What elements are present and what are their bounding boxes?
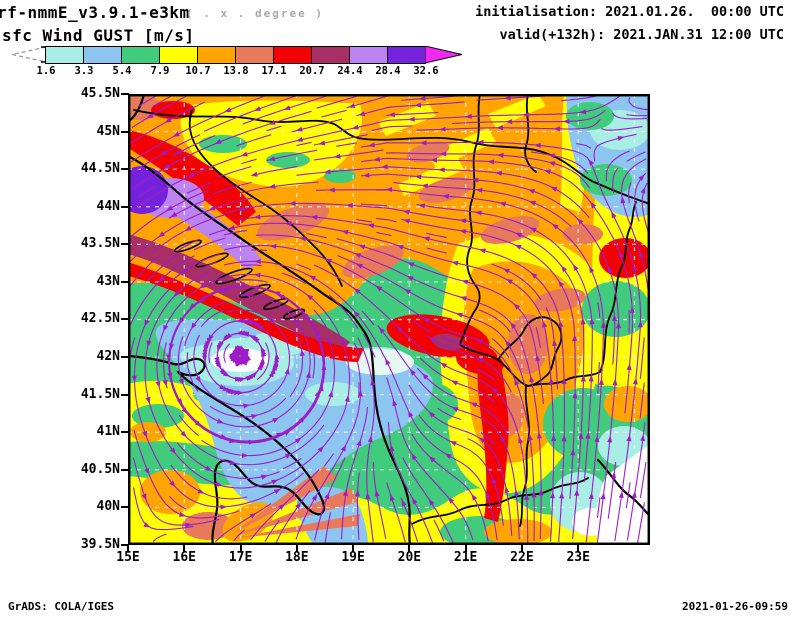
lat-tick-label: 44N [96, 198, 120, 214]
lat-tick-mark [121, 280, 129, 283]
lat-tick-mark [121, 468, 129, 471]
grid-resolution-note: ( . x . degree ) [186, 7, 324, 20]
lat-tick-label: 40.5N [80, 461, 120, 477]
legend-tick-label: 20.7 [299, 65, 325, 77]
lon-tick-label: 20E [397, 550, 422, 565]
lon-tick-mark [239, 545, 242, 552]
legend-tick-label: 3.3 [74, 65, 94, 77]
lon-tick-label: 21E [453, 550, 478, 565]
lat-tick-label: 42N [96, 349, 120, 365]
lat-tick-label: 44.5N [80, 161, 120, 177]
underflow-arrow-icon [11, 46, 48, 63]
lat-tick-mark [121, 393, 129, 396]
legend-color-box [197, 46, 236, 64]
lon-tick-mark [183, 545, 186, 552]
creation-timestamp: 2021-01-26-09:59 [682, 600, 788, 613]
legend-color-box [311, 46, 350, 64]
lat-tick-label: 42.5N [80, 311, 120, 327]
lat-tick-mark [121, 205, 129, 208]
lat-tick-label: 43.5N [80, 236, 120, 252]
legend-color-box [235, 46, 274, 64]
lon-tick-mark [408, 545, 411, 552]
lat-tick-label: 43N [96, 273, 120, 289]
lon-tick-label: 16E [172, 550, 196, 565]
lat-tick-label: 41N [96, 424, 120, 440]
valid-time: valid(+132h): 2021.JAN.31 12:00 UTC [499, 27, 784, 43]
legend-tick-label: 17.1 [261, 65, 287, 77]
lon-tick-mark [464, 545, 467, 552]
lon-tick-label: 17E [228, 550, 253, 565]
lat-tick-mark [121, 93, 129, 95]
lon-tick-label: 22E [510, 550, 534, 565]
lat-tick-label: 39.5N [80, 536, 120, 552]
legend-color-box [349, 46, 388, 64]
legend-tick-label: 28.4 [375, 65, 401, 77]
map-frame [127, 93, 651, 546]
legend-tick-label: 7.9 [150, 65, 170, 77]
lat-tick-mark [121, 168, 129, 171]
legend-color-box [387, 46, 426, 64]
lat-tick-label: 45N [96, 123, 120, 139]
lon-tick-label: 15E [116, 550, 140, 565]
lon-tick-mark [127, 545, 129, 552]
legend-tick-label: 10.7 [185, 65, 211, 77]
lon-tick-label: 23E [566, 550, 590, 565]
legend-tick-label: 5.4 [112, 65, 132, 77]
color-legend: 1.6 3.3 5.4 7.9 10.7 13.8 17.1 20.7 24.4 28.4 32.6 [8, 45, 488, 79]
grads-credit: GrADS: COLA/IGES [8, 600, 114, 613]
legend-color-box [83, 46, 122, 64]
legend-color-box [45, 46, 84, 64]
lat-tick-mark [121, 506, 129, 509]
legend-tick-label: 32.6 [413, 65, 439, 77]
lon-tick-label: 19E [341, 550, 365, 565]
model-title: wrf-nmmE_v3.9.1-e3km [0, 3, 190, 22]
lon-tick-mark [520, 545, 523, 552]
lat-tick-mark [121, 130, 129, 133]
legend-color-box [159, 46, 198, 64]
streamline-layer [128, 94, 650, 544]
field-title: sfc Wind GUST [m/s] [2, 26, 195, 45]
lon-tick-label: 18E [285, 550, 309, 565]
lat-tick-mark [121, 356, 129, 359]
coastline-border-layer [126, 92, 652, 547]
legend-color-box [121, 46, 160, 64]
lat-tick-mark [121, 431, 129, 434]
lon-tick-mark [352, 545, 355, 552]
lon-tick-mark [577, 545, 580, 552]
legend-color-box [273, 46, 312, 64]
overflow-arrow-icon [425, 46, 463, 64]
lat-tick-label: 41.5N [80, 386, 120, 402]
legend-tick-label: 24.4 [337, 65, 363, 77]
lat-tick-label: 40N [96, 499, 120, 515]
lat-tick-label: 45.5N [80, 86, 120, 101]
lat-tick-mark [121, 243, 129, 246]
lon-tick-mark [295, 545, 298, 552]
initialisation-time: initialisation: 2021.01.26. 00:00 UTC [475, 4, 784, 20]
map-area [116, 92, 664, 548]
lat-tick-mark [121, 318, 129, 321]
legend-tick-label: 13.8 [223, 65, 249, 77]
legend-tick-label: 1.6 [36, 65, 56, 77]
legend-color-boxes [45, 46, 426, 64]
lat-tick-mark [121, 543, 129, 546]
